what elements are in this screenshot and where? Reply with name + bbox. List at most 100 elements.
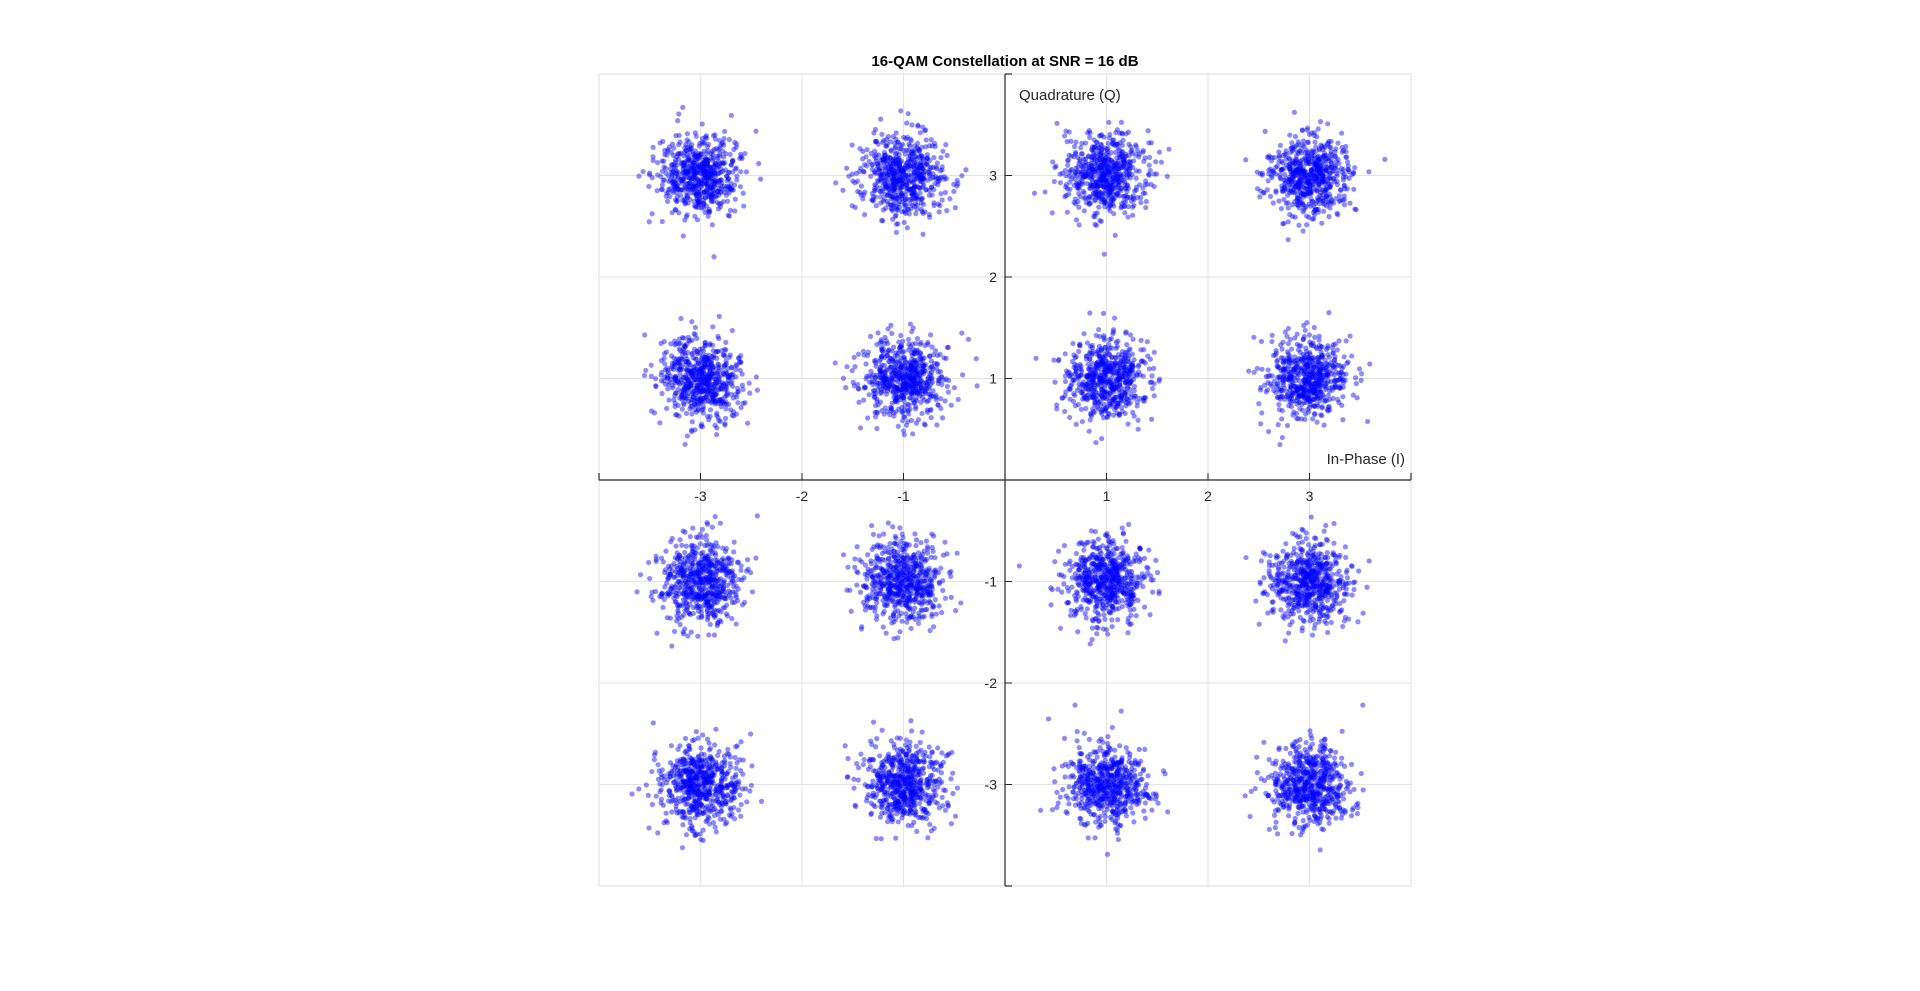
scatter-point — [1124, 189, 1129, 194]
scatter-point — [704, 174, 709, 179]
scatter-point — [1058, 180, 1063, 185]
scatter-point — [1343, 154, 1348, 159]
scatter-point — [1112, 315, 1117, 320]
scatter-point — [1329, 363, 1334, 368]
scatter-point — [1342, 193, 1347, 198]
scatter-point — [1269, 173, 1274, 178]
scatter-point — [712, 172, 717, 177]
scatter-point — [878, 194, 883, 199]
scatter-point — [1258, 421, 1263, 426]
scatter-point — [1299, 162, 1304, 167]
scatter-point — [861, 349, 866, 354]
scatter-point — [699, 178, 704, 183]
scatter-point — [883, 405, 888, 410]
scatter-point — [879, 339, 884, 344]
scatter-point — [932, 203, 937, 208]
scatter-point — [906, 156, 911, 161]
scatter-point — [908, 137, 913, 142]
scatter-point — [1140, 150, 1145, 155]
scatter-point — [665, 386, 670, 391]
scatter-point — [1124, 170, 1129, 175]
scatter-point — [891, 187, 896, 192]
scatter-point — [1145, 339, 1150, 344]
scatter-point — [934, 164, 939, 169]
scatter-point — [907, 143, 912, 148]
scatter-point — [1269, 339, 1274, 344]
scatter-point — [717, 138, 722, 143]
scatter-point — [1351, 171, 1356, 176]
scatter-point — [1300, 228, 1305, 233]
scatter-point — [1081, 383, 1086, 388]
scatter-point — [664, 349, 669, 354]
scatter-point — [934, 366, 939, 371]
scatter-point — [1318, 382, 1323, 387]
scatter-point — [1327, 185, 1332, 190]
scatter-point — [871, 372, 876, 377]
scatter-point — [1351, 187, 1356, 192]
scatter-point — [896, 424, 901, 429]
scatter-point — [1067, 174, 1072, 179]
scatter-point — [1073, 139, 1078, 144]
scatter-point — [937, 352, 942, 357]
scatter-point — [872, 171, 877, 176]
scatter-point — [1265, 154, 1270, 159]
scatter-point — [738, 184, 743, 189]
scatter-point — [891, 134, 896, 139]
scatter-point — [1136, 427, 1141, 432]
scatter-point — [731, 187, 736, 192]
scatter-point — [1115, 411, 1120, 416]
scatter-point — [684, 175, 689, 180]
scatter-point — [946, 345, 951, 350]
scatter-point — [678, 140, 683, 145]
scatter-point — [661, 378, 666, 383]
scatter-point — [901, 381, 906, 386]
scatter-point — [1259, 339, 1264, 344]
scatter-point — [718, 166, 723, 171]
scatter-point — [684, 214, 689, 219]
scatter-point — [1321, 209, 1326, 214]
scatter-point — [896, 157, 901, 162]
scatter-point — [975, 383, 980, 388]
scatter-point — [877, 185, 882, 190]
scatter-point — [906, 347, 911, 352]
scatter-point — [909, 365, 914, 370]
scatter-point — [1067, 180, 1072, 185]
scatter-point — [1281, 374, 1286, 379]
scatter-point — [1092, 145, 1097, 150]
scatter-point — [1071, 399, 1076, 404]
scatter-point — [691, 168, 696, 173]
scatter-point — [1307, 132, 1312, 137]
scatter-point — [1083, 406, 1088, 411]
scatter-point — [1159, 160, 1164, 165]
scatter-point — [668, 539, 673, 544]
scatter-point — [738, 169, 743, 174]
scatter-point — [1269, 155, 1274, 160]
scatter-point — [1102, 395, 1107, 400]
scatter-point — [1286, 205, 1291, 210]
scatter-point — [1336, 400, 1341, 405]
scatter-point — [1316, 210, 1321, 215]
scatter-point — [867, 392, 872, 397]
scatter-point — [689, 370, 694, 375]
scatter-point — [951, 189, 956, 194]
scatter-point — [1340, 417, 1345, 422]
scatter-point — [1294, 143, 1299, 148]
scatter-point — [1314, 134, 1319, 139]
scatter-point — [734, 363, 739, 368]
scatter-point — [1280, 408, 1285, 413]
scatter-point — [710, 324, 715, 329]
scatter-point — [689, 319, 694, 324]
scatter-point — [650, 211, 655, 216]
scatter-point — [1065, 186, 1070, 191]
scatter-point — [907, 167, 912, 172]
scatter-point — [694, 366, 699, 371]
scatter-point — [717, 314, 722, 319]
scatter-point — [1072, 393, 1077, 398]
scatter-point — [1285, 423, 1290, 428]
scatter-point — [655, 160, 660, 165]
scatter-point — [919, 200, 924, 205]
scatter-point — [886, 348, 891, 353]
scatter-point — [1105, 146, 1110, 151]
scatter-point — [1296, 356, 1301, 361]
